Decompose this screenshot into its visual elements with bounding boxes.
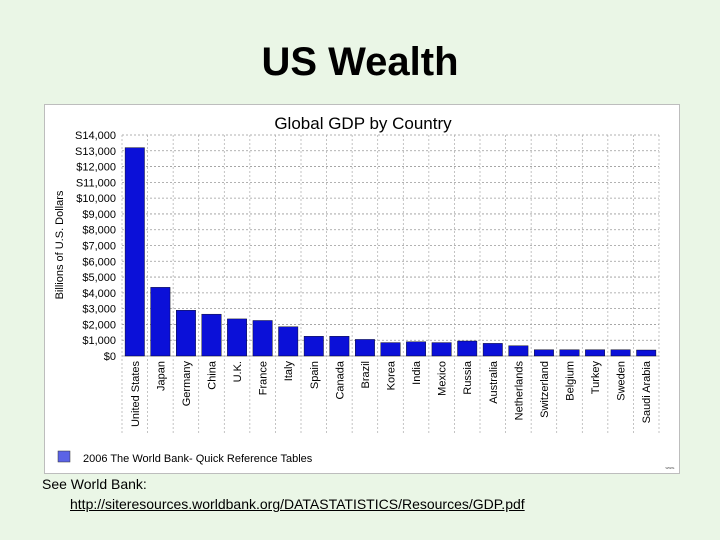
caption: See World Bank: [42, 476, 147, 492]
y-tick-label: $3,000 [82, 304, 116, 316]
bar-italy [278, 326, 299, 357]
x-tick-label: Australia [488, 360, 500, 404]
x-tick-labels: United States Japan Germany China U.K. France… [130, 360, 653, 427]
y-tick-label: $10,000 [76, 193, 116, 205]
watermark: www. [665, 465, 675, 470]
bar-saudi-arabia [636, 349, 657, 357]
y-tick-label: S11,000 [76, 177, 116, 189]
y-tick-label: S14,000 [75, 130, 116, 142]
x-tick-label: China [207, 360, 219, 390]
bar-united-states [124, 147, 145, 357]
y-tick-label: $5,000 [82, 272, 116, 284]
y-tick-label: $12,000 [76, 162, 116, 174]
bar-u-k- [227, 318, 247, 357]
y-tick-label: $8,000 [82, 225, 116, 237]
y-axis-label: Billions of U.S. Dollars [54, 190, 66, 299]
bar-india [406, 341, 426, 357]
bar-spain [303, 336, 324, 357]
legend-text: 2006 The World Bank- Quick Reference Tab… [83, 453, 313, 465]
x-tick-label: Netherlands [513, 361, 525, 421]
bar-switzerland [534, 349, 554, 357]
bar-brazil [355, 339, 375, 357]
x-tick-label: Japan [155, 361, 167, 391]
y-tick-labels: $0 $1,000 $2,000 $3,000 $4,000 $5,000 $6,000 $7… [75, 130, 116, 363]
x-tick-label: Korea [386, 360, 398, 390]
legend-swatch [57, 450, 71, 463]
y-tick-label: S13,000 [75, 146, 116, 158]
bar-germany [176, 310, 196, 357]
x-tick-label: Belgium [565, 361, 577, 401]
y-tick-label: $7,000 [82, 241, 116, 253]
bar-belgium [559, 349, 580, 357]
bar-china [201, 313, 222, 357]
y-tick-label: $6,000 [82, 256, 116, 268]
y-tick-label: $2,000 [82, 319, 116, 331]
x-tick-label: U.K. [232, 361, 244, 382]
bar-france [252, 320, 273, 357]
y-tick-label: $1,000 [82, 335, 116, 347]
bar-korea [380, 342, 401, 357]
bar-canada [329, 336, 350, 357]
bar-sweden [610, 349, 631, 357]
x-tick-label: Turkey [590, 361, 602, 395]
chart-frame: Global GDP by Country Billions of U.S. D… [44, 104, 680, 474]
bar-australia [482, 343, 503, 357]
bar-netherlands [508, 345, 529, 357]
grid-lines [121, 134, 660, 435]
bar-russia [457, 340, 478, 357]
gdp-bar-chart: Global GDP by Country Billions of U.S. D… [54, 114, 675, 470]
x-tick-label: France [258, 361, 270, 395]
y-tick-label: $0 [104, 351, 116, 363]
x-tick-label: Spain [309, 361, 321, 389]
x-tick-label: Saudi Arabia [641, 360, 653, 423]
x-tick-label: Russia [462, 360, 474, 395]
x-tick-label: Italy [283, 361, 295, 382]
x-tick-label: Canada [334, 360, 346, 399]
y-tick-label: $9,000 [82, 209, 116, 221]
bar-mexico [431, 342, 452, 357]
x-tick-label: Sweden [616, 361, 628, 401]
source-link[interactable]: http://siteresources.worldbank.org/DATAS… [70, 496, 525, 512]
x-tick-label: Switzerland [539, 361, 551, 418]
bar-japan [150, 287, 171, 357]
y-tick-label: $4,000 [82, 288, 116, 300]
x-tick-label: United States [130, 361, 142, 428]
x-tick-label: Germany [181, 361, 193, 407]
x-tick-label: India [411, 360, 423, 385]
x-tick-label: Brazil [360, 361, 372, 389]
chart-title: Global GDP by Country [274, 114, 452, 133]
bars [124, 147, 657, 357]
x-tick-label: Mexico [437, 361, 449, 396]
slide-title: US Wealth [261, 40, 459, 84]
bar-turkey [585, 349, 605, 357]
